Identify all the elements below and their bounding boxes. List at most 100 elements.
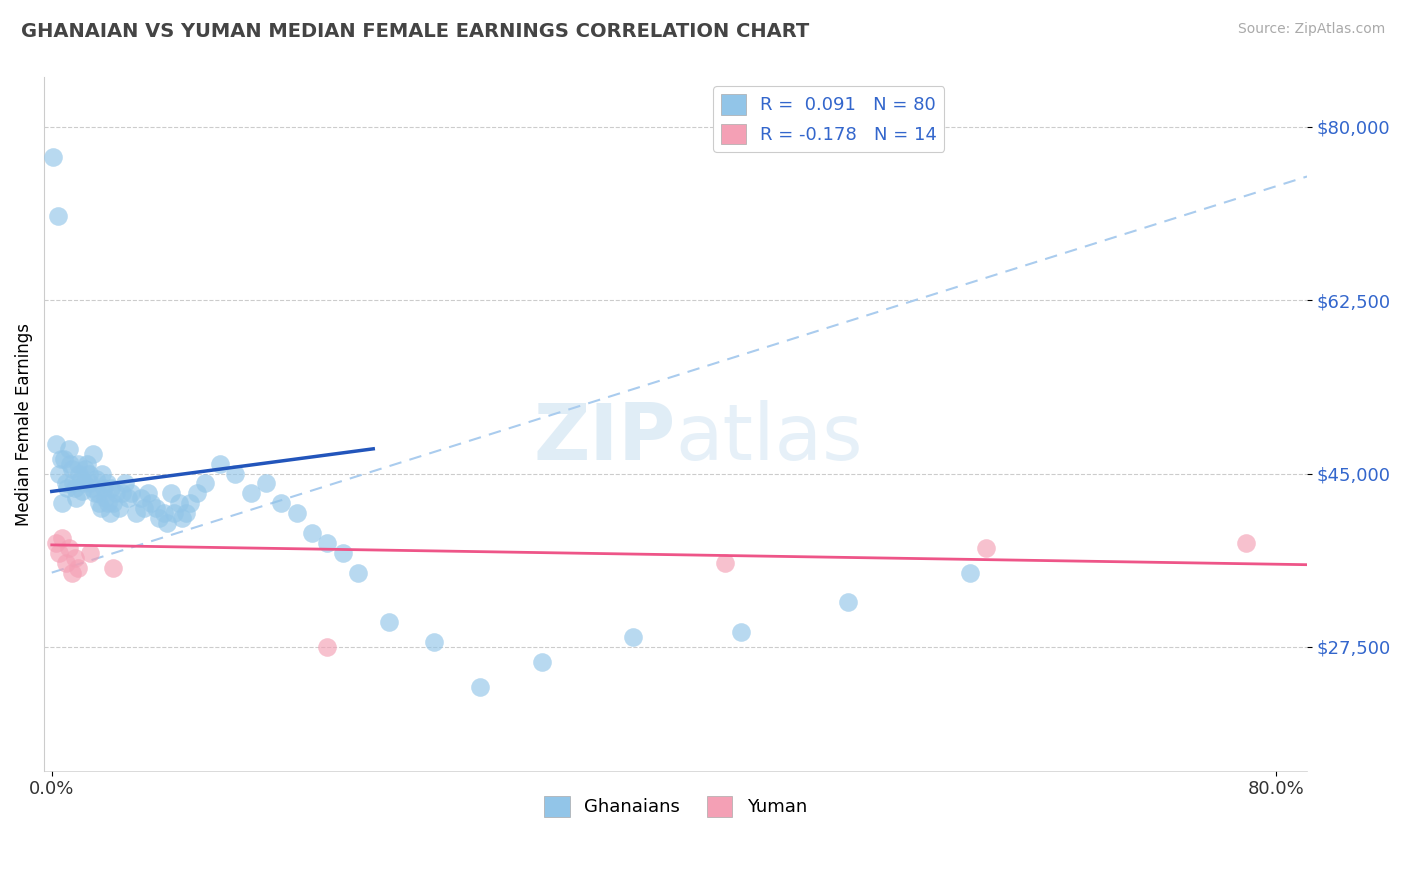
Point: [111, 486, 134, 500]
Point: [80, 482, 103, 496]
Point: [170, 511, 193, 525]
Point: [63, 550, 86, 565]
Point: [55, 556, 77, 570]
Point: [75, 461, 97, 475]
Point: [66, 560, 89, 574]
Point: [48, 467, 70, 481]
Point: [94, 491, 117, 506]
Text: Source: ZipAtlas.com: Source: ZipAtlas.com: [1237, 22, 1385, 37]
Point: [347, 566, 370, 580]
Point: [120, 486, 142, 500]
Point: [959, 566, 981, 580]
Point: [77, 467, 100, 481]
Point: [470, 680, 492, 694]
Point: [91, 467, 114, 481]
Y-axis label: Median Female Earnings: Median Female Earnings: [15, 323, 32, 525]
Point: [55, 476, 77, 491]
Point: [101, 496, 124, 510]
Point: [160, 486, 183, 500]
Point: [117, 491, 139, 506]
Point: [84, 471, 107, 485]
Point: [316, 640, 339, 654]
Point: [72, 484, 94, 499]
Point: [70, 471, 93, 485]
Point: [59, 457, 82, 471]
Point: [53, 451, 76, 466]
Point: [148, 511, 170, 525]
Point: [45, 437, 67, 451]
Point: [66, 457, 89, 471]
Point: [155, 516, 177, 530]
Point: [285, 506, 308, 520]
Point: [45, 536, 67, 550]
Point: [1234, 536, 1257, 550]
Point: [51, 496, 73, 510]
Point: [93, 482, 115, 496]
Point: [132, 501, 155, 516]
Point: [105, 486, 128, 500]
Point: [837, 595, 859, 609]
Point: [316, 536, 339, 550]
Point: [167, 496, 190, 510]
Point: [49, 451, 72, 466]
Point: [152, 506, 174, 520]
Text: ZIP: ZIP: [533, 400, 675, 476]
Point: [377, 615, 399, 629]
Point: [65, 491, 87, 506]
Point: [176, 506, 198, 520]
Point: [76, 457, 98, 471]
Point: [254, 476, 277, 491]
Point: [194, 476, 217, 491]
Point: [60, 566, 83, 580]
Point: [423, 635, 446, 649]
Point: [101, 560, 124, 574]
Point: [79, 546, 101, 560]
Point: [209, 457, 232, 471]
Point: [108, 501, 131, 516]
Point: [239, 486, 262, 500]
Legend: Ghanaians, Yuman: Ghanaians, Yuman: [537, 789, 814, 824]
Point: [332, 546, 354, 560]
Point: [42, 150, 65, 164]
Point: [730, 625, 752, 640]
Point: [163, 506, 186, 520]
Point: [73, 476, 96, 491]
Point: [56, 482, 79, 496]
Point: [58, 541, 80, 555]
Point: [67, 467, 90, 481]
Point: [141, 496, 163, 510]
Point: [82, 447, 104, 461]
Point: [63, 482, 86, 496]
Point: [270, 496, 292, 510]
Point: [60, 461, 83, 475]
Point: [186, 486, 208, 500]
Text: atlas: atlas: [675, 400, 863, 476]
Point: [97, 496, 120, 510]
Point: [96, 476, 118, 491]
Point: [301, 526, 323, 541]
Point: [86, 486, 108, 500]
Point: [48, 546, 70, 560]
Point: [89, 496, 111, 510]
Point: [623, 630, 645, 644]
Point: [145, 501, 167, 516]
Point: [98, 506, 121, 520]
Point: [62, 476, 84, 491]
Point: [114, 476, 136, 491]
Point: [224, 467, 246, 481]
Text: GHANAIAN VS YUMAN MEDIAN FEMALE EARNINGS CORRELATION CHART: GHANAIAN VS YUMAN MEDIAN FEMALE EARNINGS…: [21, 22, 810, 41]
Point: [51, 531, 73, 545]
Point: [129, 491, 152, 506]
Point: [530, 655, 553, 669]
Point: [974, 541, 997, 555]
Point: [90, 501, 112, 516]
Point: [714, 556, 737, 570]
Point: [179, 496, 201, 510]
Point: [100, 482, 122, 496]
Point: [136, 486, 159, 500]
Point: [125, 506, 148, 520]
Point: [83, 486, 105, 500]
Point: [46, 209, 69, 223]
Point: [79, 476, 101, 491]
Point: [58, 442, 80, 456]
